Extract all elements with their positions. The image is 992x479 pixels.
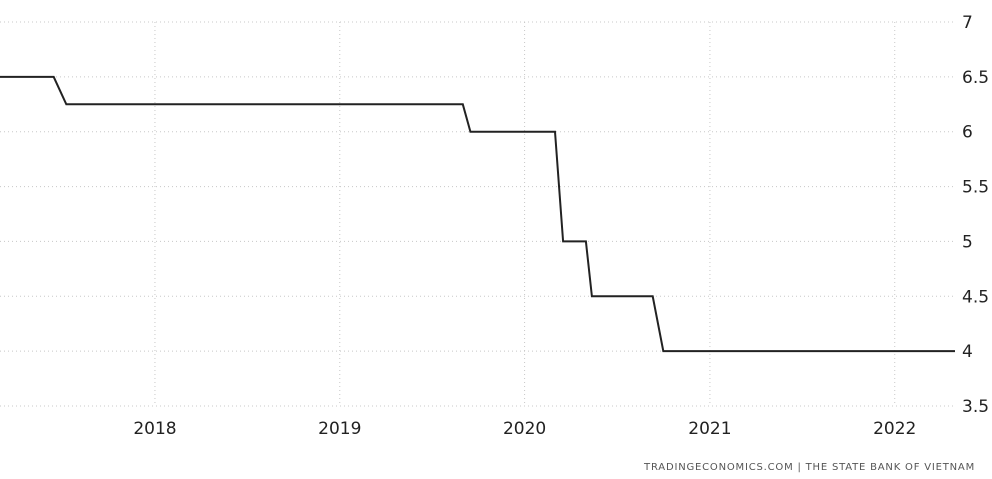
x-tick-label: 2021 bbox=[688, 419, 731, 439]
y-tick-label: 4 bbox=[962, 342, 973, 362]
source-label: TRADINGECONOMICS.COM | THE STATE BANK OF… bbox=[643, 462, 975, 473]
x-axis-ticks: 2018 2019 2020 2021 2022 bbox=[133, 419, 916, 439]
y-axis-ticks: 7 6.5 6 5.5 5 4.5 4 3.5 bbox=[962, 13, 989, 417]
y-tick-label: 4.5 bbox=[962, 287, 989, 307]
y-tick-label: 5 bbox=[962, 232, 973, 252]
x-tick-label: 2018 bbox=[133, 419, 176, 439]
grid bbox=[0, 21, 955, 407]
y-tick-label: 6.5 bbox=[962, 68, 989, 88]
y-tick-label: 7 bbox=[962, 13, 973, 33]
y-tick-label: 6 bbox=[962, 123, 973, 143]
y-tick-label: 3.5 bbox=[962, 397, 989, 417]
x-tick-label: 2020 bbox=[503, 419, 546, 439]
series-layer bbox=[0, 75, 955, 353]
x-tick-label: 2019 bbox=[318, 419, 361, 439]
series-line bbox=[0, 75, 955, 353]
x-tick-label: 2022 bbox=[873, 419, 916, 439]
y-tick-label: 5.5 bbox=[962, 178, 989, 198]
